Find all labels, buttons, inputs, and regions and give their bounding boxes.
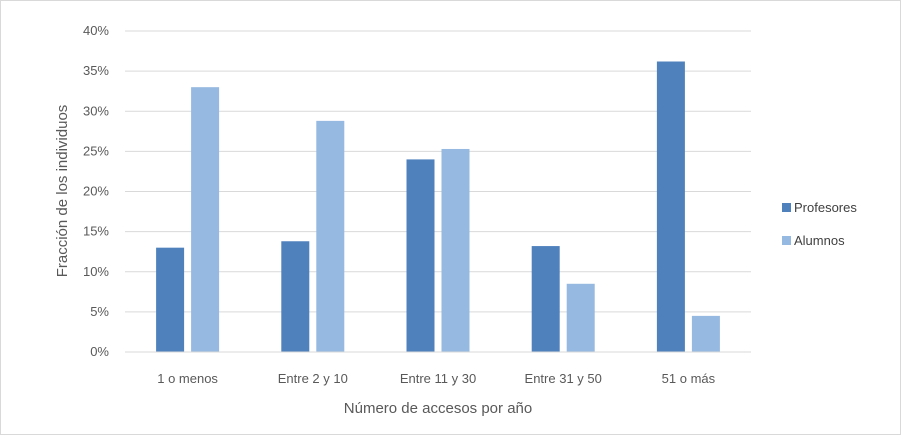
y-tick-label: 10%	[83, 264, 109, 279]
x-axis-title: Número de accesos por año	[344, 400, 532, 417]
legend-swatch	[782, 236, 791, 245]
x-axis-ticks: 1 o menos Entre 2 y 10 Entre 11 y 30 Entre …	[157, 371, 715, 386]
bar-alumnos	[566, 283, 595, 352]
y-tick-label: 30%	[83, 103, 109, 118]
bar-alumnos	[441, 148, 470, 352]
bar-profesores	[531, 246, 560, 352]
bar-profesores	[281, 241, 310, 352]
x-tick-label: Entre 11 y 30	[400, 371, 476, 386]
y-axis-title: Fracción de los individuos	[54, 105, 71, 278]
bar-profesores	[156, 247, 185, 352]
bar-profesores	[656, 61, 685, 353]
x-tick-label: 1 o menos	[157, 371, 218, 386]
legend-label: Profesores	[794, 200, 857, 215]
x-tick-label: Entre 2 y 10	[278, 371, 348, 386]
bars	[156, 61, 720, 353]
legend: Profesores Alumnos	[782, 200, 857, 248]
legend-swatch	[782, 203, 791, 212]
gridlines	[125, 30, 751, 313]
y-tick-label: 25%	[83, 143, 109, 158]
bar-alumnos	[191, 87, 220, 353]
y-tick-label: 35%	[83, 63, 109, 78]
y-tick-label: 40%	[83, 23, 109, 38]
bar-profesores	[406, 159, 435, 352]
y-tick-label: 0%	[90, 344, 109, 359]
y-tick-label: 15%	[83, 224, 109, 239]
legend-label: Alumnos	[794, 233, 845, 248]
y-tick-label: 20%	[83, 184, 109, 199]
y-axis-ticks: 0% 5% 10% 15% 20% 25% 30% 35% 40%	[83, 23, 109, 359]
bar-alumnos	[316, 120, 345, 352]
x-tick-label: Entre 31 y 50	[525, 371, 602, 386]
y-tick-label: 5%	[90, 304, 109, 319]
bar-alumnos	[691, 315, 720, 352]
x-tick-label: 51 o más	[662, 371, 716, 386]
